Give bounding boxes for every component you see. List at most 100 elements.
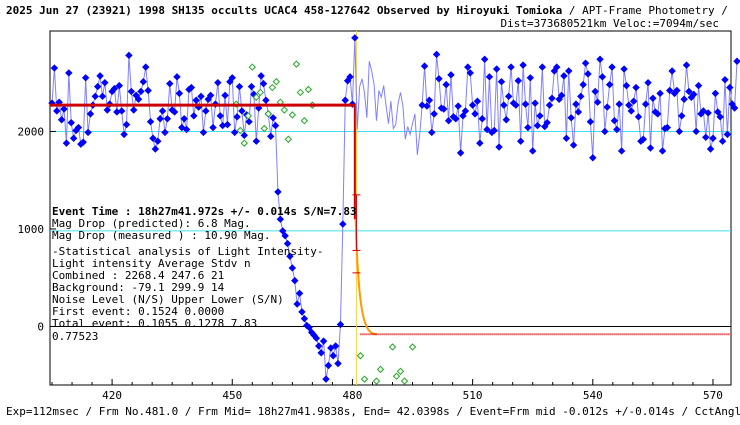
data-point [533, 121, 542, 130]
data-point [252, 137, 261, 145]
data-point [476, 139, 484, 147]
data-point [173, 73, 181, 81]
ticks-layer: 420 450 480 510 540 570 0 1000 2000 [18, 125, 723, 402]
data-point [454, 102, 462, 110]
data-point [709, 134, 717, 142]
data-point [596, 55, 604, 63]
x-tick-label: 450 [222, 389, 242, 402]
event-data-point [292, 60, 301, 68]
data-point [199, 128, 208, 137]
data-point [228, 74, 236, 82]
data-point [718, 137, 727, 145]
data-point [216, 112, 224, 120]
data-point [497, 78, 506, 86]
data-point [678, 112, 686, 120]
data-point [425, 96, 434, 104]
data-point [730, 104, 739, 112]
data-point [274, 188, 282, 196]
event-data-point [248, 63, 257, 71]
data-point [127, 87, 136, 96]
data-point [430, 110, 438, 118]
data-point [57, 116, 66, 124]
data-point [680, 95, 688, 103]
data-point [632, 83, 640, 92]
data-point [84, 128, 92, 137]
data-point [468, 101, 477, 109]
data-point [98, 92, 107, 101]
data-point [154, 137, 162, 145]
data-point [610, 117, 619, 125]
data-point [471, 110, 479, 118]
data-point [613, 125, 621, 134]
data-point [298, 308, 306, 316]
data-point [322, 375, 330, 383]
data-point [247, 82, 256, 91]
event-data-point [296, 88, 305, 97]
data-point [478, 115, 486, 123]
stats-header: Light intensity Average Stdv n [52, 257, 251, 270]
data-point [464, 63, 472, 71]
data-point [146, 117, 155, 126]
data-point [529, 147, 537, 155]
data-point [161, 128, 169, 137]
data-point [485, 73, 494, 81]
data-point [615, 100, 623, 108]
stats-title: -Statistical analysis of Light Intensity… [52, 245, 324, 258]
event-data-point [304, 85, 313, 94]
data-point [293, 300, 301, 308]
data-point [67, 118, 75, 127]
data-point [675, 127, 684, 136]
data-point [351, 34, 359, 42]
data-point [492, 65, 501, 73]
data-point [586, 117, 595, 126]
data-point [151, 145, 160, 153]
data-point [259, 79, 268, 88]
data-point [115, 81, 124, 90]
y-tick-label: 2000 [18, 125, 45, 138]
data-point [567, 114, 575, 122]
data-point [315, 342, 323, 350]
stats-background: Background: -79.1 299.9 14 [52, 281, 225, 294]
data-point [545, 101, 554, 109]
data-point [521, 100, 530, 108]
data-point [317, 349, 325, 357]
data-point [656, 89, 664, 98]
data-point [288, 264, 297, 272]
chart-title: 2025 Jun 27 (23921) 1998 SH135 occults U… [6, 4, 728, 17]
data-point [96, 72, 104, 80]
data-point [257, 72, 265, 80]
data-point [202, 107, 210, 115]
y-tick-label: 1000 [18, 223, 45, 236]
data-point [420, 62, 429, 70]
data-point [53, 107, 61, 115]
data-point [197, 92, 205, 101]
x-tick-label: 420 [102, 389, 122, 402]
data-point [466, 69, 474, 77]
data-point [60, 105, 68, 113]
event-data-point [280, 106, 289, 114]
footer-text: Exp=112msec / Frm No.481.0 / Frm Mid= 18… [6, 405, 740, 418]
event-data-point [400, 377, 409, 385]
data-point [178, 123, 186, 132]
data-point [166, 79, 174, 88]
data-point [490, 126, 498, 135]
data-point [336, 320, 345, 329]
data-point [526, 74, 535, 82]
data-point [291, 276, 299, 285]
data-point [456, 149, 465, 157]
data-point [341, 96, 349, 104]
event-data-point [288, 111, 297, 119]
data-point [339, 220, 347, 228]
event-data-point [376, 365, 385, 374]
x-tick-label: 510 [463, 389, 483, 402]
data-point [432, 50, 441, 59]
data-point [156, 115, 164, 123]
data-point [209, 123, 217, 132]
x-tick-label: 540 [583, 389, 603, 402]
data-point [276, 215, 285, 223]
data-point [620, 65, 628, 73]
data-point [103, 106, 111, 114]
data-point [512, 101, 520, 109]
data-point [444, 117, 453, 125]
data-point [733, 57, 740, 65]
